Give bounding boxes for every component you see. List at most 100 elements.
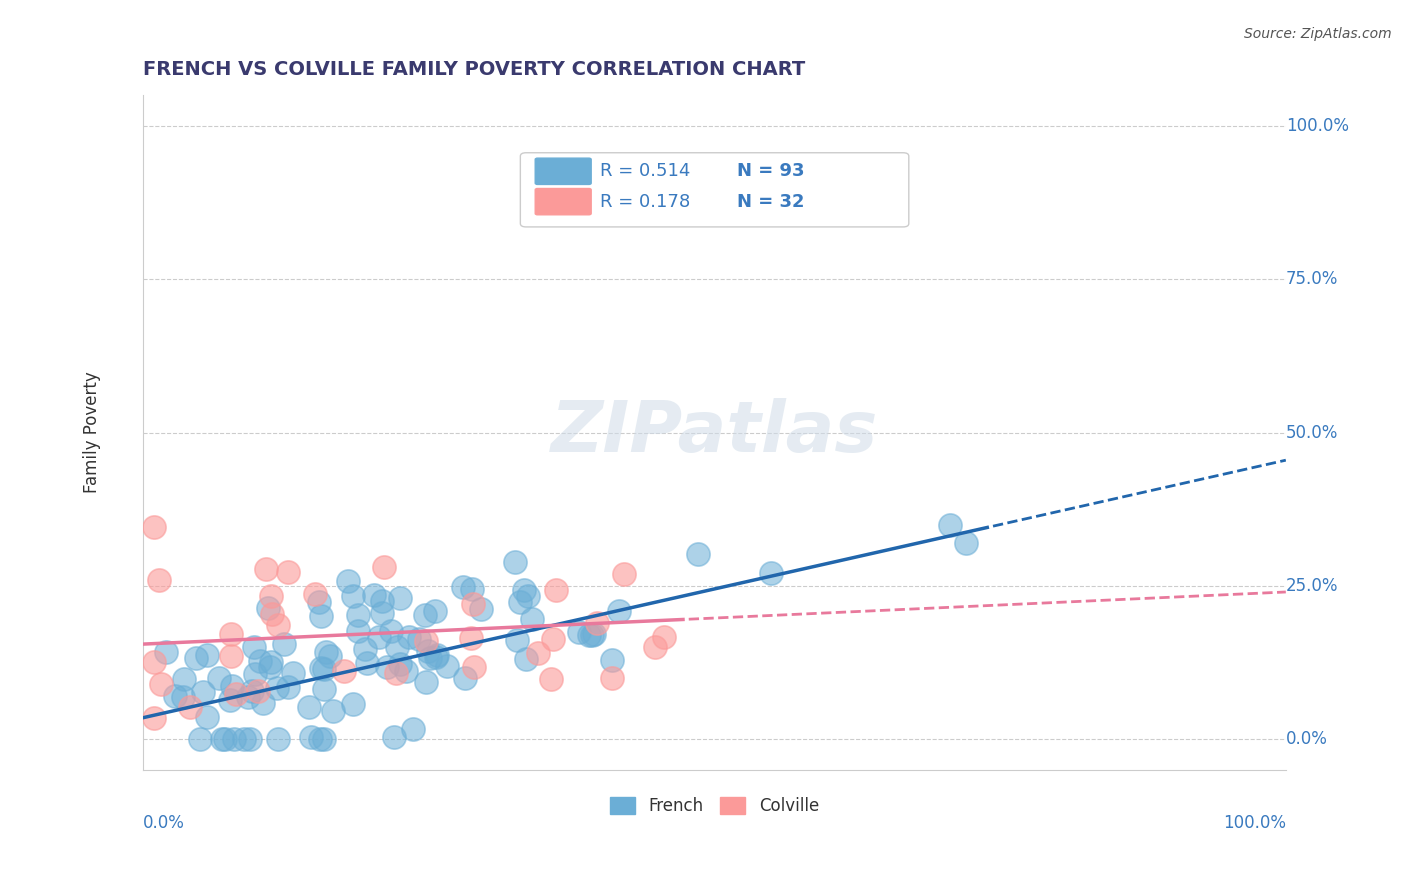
Point xyxy=(195,710,218,724)
Point xyxy=(436,659,458,673)
Point xyxy=(408,632,430,647)
Point xyxy=(246,683,269,698)
Text: 100.0%: 100.0% xyxy=(1223,814,1286,831)
Point xyxy=(155,645,177,659)
Point xyxy=(256,601,278,615)
Point xyxy=(214,732,236,747)
Point xyxy=(267,732,290,747)
Point xyxy=(172,690,194,704)
FancyBboxPatch shape xyxy=(536,158,591,185)
Point xyxy=(245,666,267,681)
Point xyxy=(388,657,411,672)
Text: 75.0%: 75.0% xyxy=(1286,270,1339,288)
Point xyxy=(186,651,208,665)
Point xyxy=(260,655,283,669)
Point xyxy=(193,684,215,698)
Point xyxy=(363,588,385,602)
Point xyxy=(600,671,623,685)
Point xyxy=(304,587,326,601)
Point xyxy=(221,679,243,693)
Point xyxy=(277,680,299,694)
Text: 25.0%: 25.0% xyxy=(1286,577,1339,595)
Point xyxy=(259,660,281,674)
Text: R = 0.178: R = 0.178 xyxy=(600,193,690,211)
Point xyxy=(260,589,283,603)
FancyBboxPatch shape xyxy=(520,153,908,227)
Point xyxy=(346,624,368,638)
Point xyxy=(586,616,609,631)
Point xyxy=(368,630,391,644)
Point xyxy=(402,722,425,736)
Point xyxy=(520,612,543,626)
Point xyxy=(148,574,170,588)
Legend: French, Colville: French, Colville xyxy=(603,790,825,822)
Point xyxy=(308,595,330,609)
Point xyxy=(686,547,709,561)
FancyBboxPatch shape xyxy=(536,188,591,215)
Point xyxy=(239,732,262,747)
Point xyxy=(470,602,492,616)
Point xyxy=(512,582,534,597)
Point xyxy=(249,654,271,668)
Point xyxy=(380,624,402,638)
Point xyxy=(312,732,335,747)
Text: 0.0%: 0.0% xyxy=(143,814,186,831)
Point xyxy=(252,696,274,710)
Point xyxy=(541,632,564,647)
Point xyxy=(939,518,962,533)
Point xyxy=(242,684,264,698)
Text: 50.0%: 50.0% xyxy=(1286,424,1339,442)
Point xyxy=(463,659,485,673)
Point xyxy=(644,640,666,654)
Point xyxy=(581,628,603,642)
Point xyxy=(419,651,441,665)
Point xyxy=(425,604,447,618)
Point xyxy=(415,674,437,689)
Text: N = 93: N = 93 xyxy=(737,162,804,180)
Point xyxy=(451,580,474,594)
Point xyxy=(544,583,567,598)
Point xyxy=(266,681,288,695)
Point xyxy=(337,574,360,588)
Point xyxy=(395,664,418,678)
Point xyxy=(273,637,295,651)
Point xyxy=(219,627,242,641)
Point xyxy=(277,565,299,579)
Point xyxy=(236,690,259,704)
Point xyxy=(387,640,409,654)
Text: N = 32: N = 32 xyxy=(737,193,804,211)
Point xyxy=(382,731,405,745)
Point xyxy=(309,608,332,623)
Point xyxy=(267,618,290,632)
Point xyxy=(354,642,377,657)
Point xyxy=(219,693,242,707)
Point xyxy=(173,672,195,686)
Text: Source: ZipAtlas.com: Source: ZipAtlas.com xyxy=(1244,27,1392,41)
Point xyxy=(312,662,335,676)
Point xyxy=(578,627,600,641)
Point xyxy=(243,640,266,654)
Point xyxy=(254,561,277,575)
Point xyxy=(179,699,201,714)
Point xyxy=(654,630,676,644)
Point xyxy=(373,559,395,574)
Point xyxy=(540,673,562,687)
Point xyxy=(461,582,484,597)
Point xyxy=(759,566,782,580)
Point xyxy=(342,697,364,711)
Point xyxy=(503,555,526,569)
Point xyxy=(356,656,378,670)
Point xyxy=(506,632,529,647)
Point xyxy=(370,607,392,621)
Point xyxy=(219,649,242,664)
Point xyxy=(163,689,186,703)
Point xyxy=(463,597,485,611)
Point xyxy=(309,732,332,747)
Point xyxy=(955,536,977,550)
Point xyxy=(509,595,531,609)
Point xyxy=(613,566,636,581)
Point xyxy=(319,648,342,663)
Point xyxy=(188,732,211,747)
Text: 0.0%: 0.0% xyxy=(1286,731,1327,748)
Point xyxy=(375,660,398,674)
